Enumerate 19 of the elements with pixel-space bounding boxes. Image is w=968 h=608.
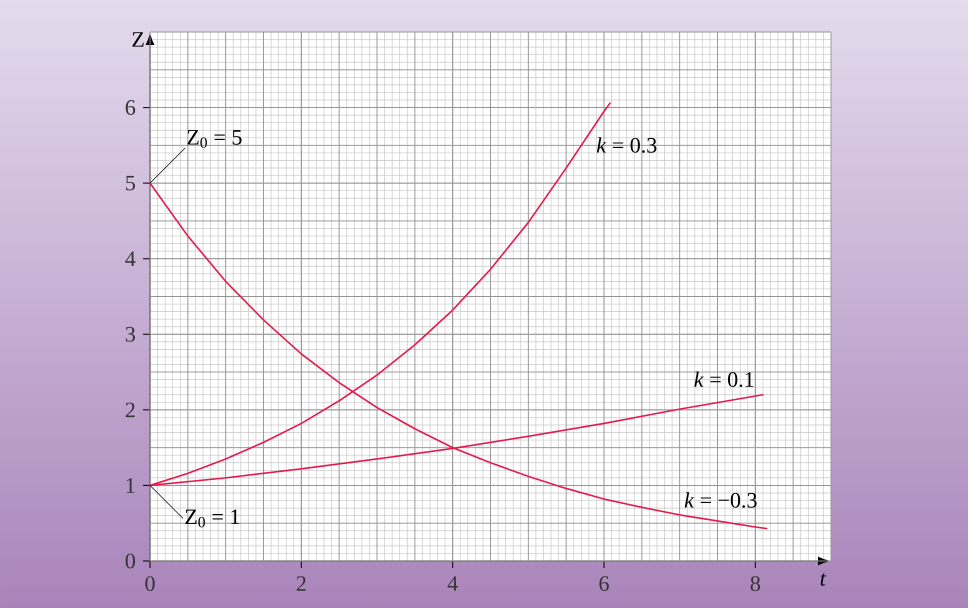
y-tick-label: 0 <box>126 554 135 568</box>
y-tick-label: 4 <box>125 251 136 266</box>
x-tick-label: 2 <box>296 576 306 591</box>
x-tick-label: 8 <box>750 576 760 592</box>
series-label: k = 0.3 <box>596 137 656 153</box>
y-tick-label: 6 <box>126 100 136 115</box>
x-tick-label: 0 <box>145 576 155 592</box>
x-tick-label: 4 <box>448 576 458 591</box>
series-label: k = −0.3 <box>684 492 757 508</box>
x-axis-title: t <box>820 573 826 586</box>
y-tick-label: 2 <box>126 402 135 418</box>
x-tick-label: 6 <box>599 576 609 591</box>
series-label: k = 0.1 <box>694 371 754 388</box>
y-tick-label: 5 <box>126 176 135 190</box>
annotation: Z$_{0}$ = 5 <box>187 130 242 148</box>
y-tick-label: 1 <box>126 478 134 493</box>
y-tick-label: 3 <box>126 326 135 342</box>
y-axis-title: Z <box>132 32 144 47</box>
annotation: Z$_{0}$ = 1 <box>185 510 240 528</box>
